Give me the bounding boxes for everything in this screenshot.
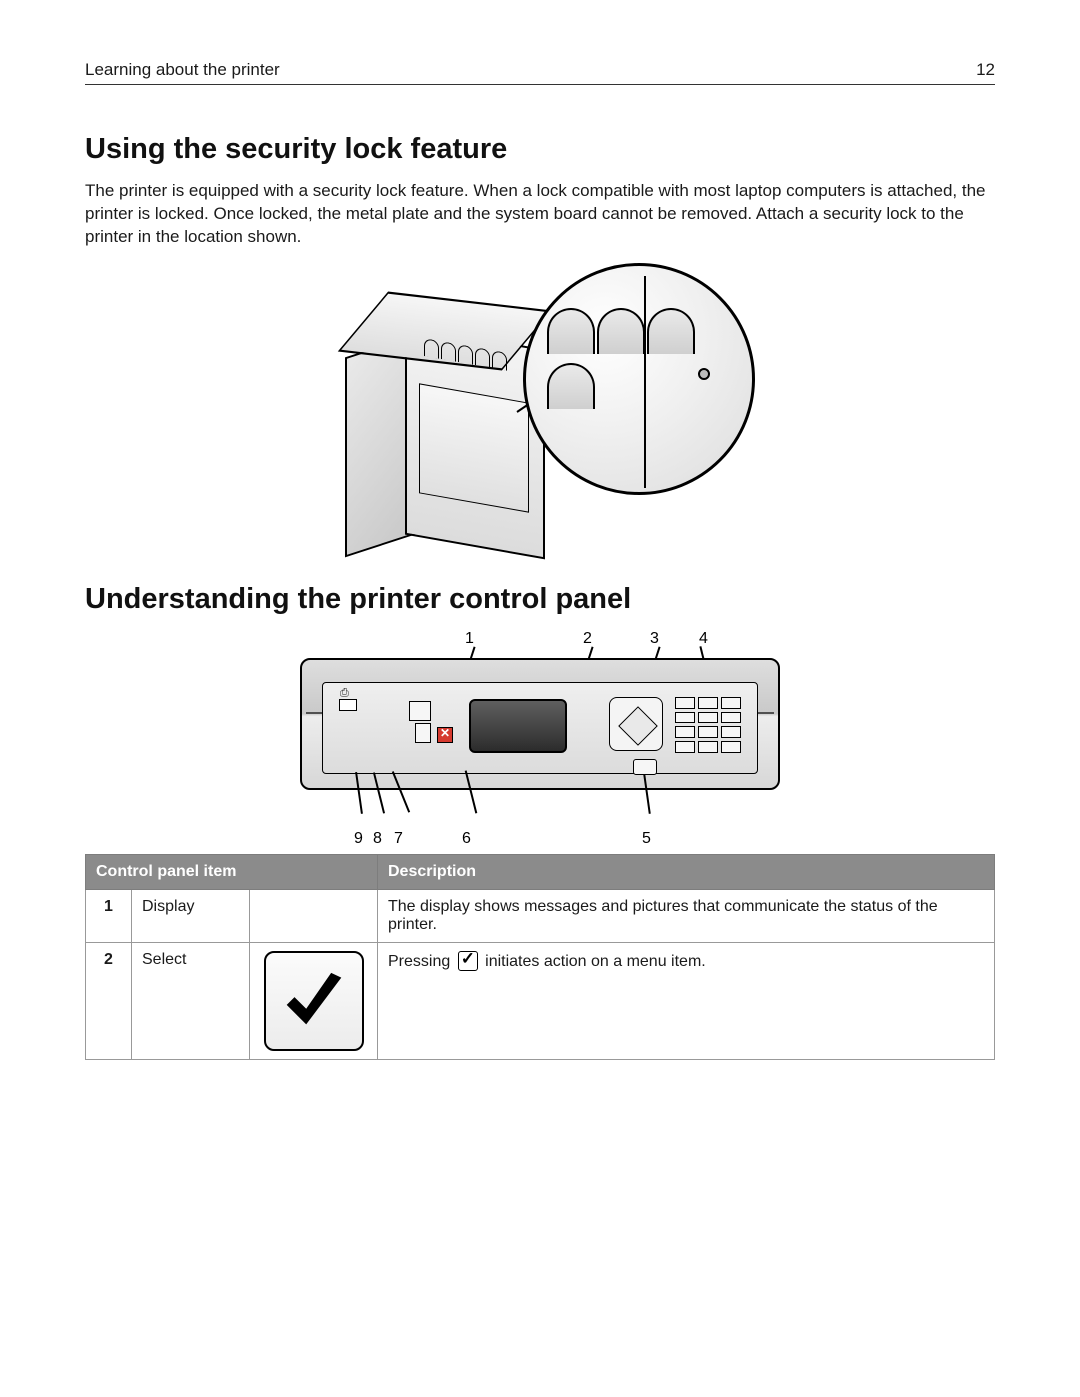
callout-4: 4 xyxy=(699,630,708,648)
header-page-number: 12 xyxy=(976,60,995,80)
control-panel-illustration: ⎙ xyxy=(300,658,780,790)
zoom-detail-circle xyxy=(523,263,755,495)
checkmark-icon xyxy=(458,951,478,971)
section1-body: The printer is equipped with a security … xyxy=(85,180,995,249)
callout-3: 3 xyxy=(650,630,659,648)
row2-desc: Pressing initiates action on a menu item… xyxy=(378,942,995,1059)
row2-desc-post: initiates action on a menu item. xyxy=(481,953,706,970)
header-chapter: Learning about the printer xyxy=(85,60,280,80)
callout-1: 1 xyxy=(465,630,474,648)
stop-button-icon xyxy=(437,727,453,743)
manual-page: Learning about the printer 12 Using the … xyxy=(0,0,1080,1397)
nav-pad-icon xyxy=(609,697,663,751)
table-row: 1 Display The display shows messages and… xyxy=(86,889,995,942)
row1-desc: The display shows messages and pictures … xyxy=(378,889,995,942)
row2-desc-pre: Pressing xyxy=(388,953,455,970)
usb-port-icon xyxy=(339,699,357,711)
figure-security-lock xyxy=(85,263,995,559)
table-row: 2 Select Pressing initiates action on a … xyxy=(86,942,995,1059)
callout-5: 5 xyxy=(642,830,651,848)
lcd-display-icon xyxy=(469,699,567,753)
row2-icon xyxy=(250,942,378,1059)
callout-2: 2 xyxy=(583,630,592,648)
start-button-icon xyxy=(633,759,657,775)
row1-icon xyxy=(250,889,378,942)
callout-6: 6 xyxy=(462,830,471,848)
back-button-icon xyxy=(415,723,431,743)
section2-title: Understanding the printer control panel xyxy=(85,583,995,616)
row1-name: Display xyxy=(132,889,250,942)
lock-slot-icon xyxy=(698,368,710,380)
row2-num: 2 xyxy=(86,942,132,1059)
th-item: Control panel item xyxy=(86,854,378,889)
figure-control-panel: 1 2 3 4 ⎙ xyxy=(85,630,995,830)
row1-num: 1 xyxy=(86,889,132,942)
row2-name: Select xyxy=(132,942,250,1059)
select-button-large-icon xyxy=(264,951,364,1051)
callout-7: 7 xyxy=(394,830,403,848)
running-header: Learning about the printer 12 xyxy=(85,60,995,85)
menu-button-icon xyxy=(409,701,431,721)
callout-8: 8 xyxy=(373,830,382,848)
control-panel-table: Control panel item Description 1 Display… xyxy=(85,854,995,1060)
callout-9: 9 xyxy=(354,830,363,848)
section1-title: Using the security lock feature xyxy=(85,133,995,166)
th-desc: Description xyxy=(378,854,995,889)
keypad-icon xyxy=(675,697,741,753)
